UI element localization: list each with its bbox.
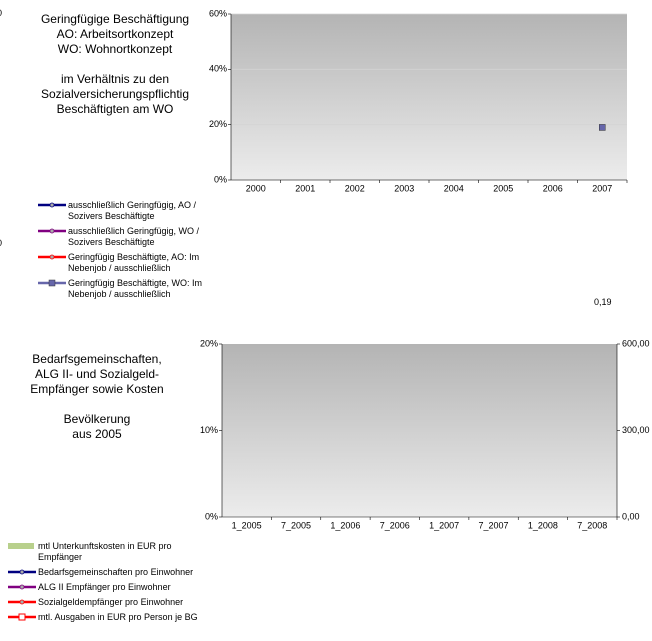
x-tick-label: 1_2007 xyxy=(429,520,459,530)
legend-swatch xyxy=(8,584,36,590)
legend-label: Bedarfsgemeinschaften pro Einwohner xyxy=(38,567,194,577)
x-tick-label: 2002 xyxy=(345,183,365,193)
legend-entry: Sozialgeldempfänger pro Einwohner xyxy=(8,597,228,608)
legend-label: Geringfügig Beschäftigte, AO: Im Nebenjo… xyxy=(68,252,200,273)
legend-swatch xyxy=(8,543,34,549)
marker xyxy=(48,279,56,287)
x-tick-label: 7_2008 xyxy=(577,520,607,530)
y2-tick-label: 600,00 xyxy=(622,338,650,348)
y-tick-label: 0% xyxy=(205,511,218,521)
edge-label: 0 xyxy=(0,238,2,248)
legend-entry: ALG II Empfänger pro Einwohner xyxy=(8,582,228,593)
marker xyxy=(18,613,26,621)
chart-title: Geringfügige Beschäftigung AO: Arbeitsor… xyxy=(40,12,190,116)
x-tick-label: 2005 xyxy=(493,183,513,193)
legend-entry: ausschließlich Geringfügig, WO / Soziver… xyxy=(38,226,238,248)
legend-label: ALG II Empfänger pro Einwohner xyxy=(38,582,171,592)
legend-entry: Geringfügig Beschäftigte, AO: Im Nebenjo… xyxy=(38,252,238,274)
legend-label: mtl. Ausgaben in EUR pro Person je BG xyxy=(38,612,198,622)
legend-entry: mtl. Ausgaben in EUR pro Person je BG xyxy=(8,612,228,623)
legend-swatch xyxy=(38,254,66,260)
x-tick-label: 1_2005 xyxy=(232,520,262,530)
legend-entry: ausschließlich Geringfügig, AO / Soziver… xyxy=(38,200,238,222)
chart-title: Bedarfsgemeinschaften, ALG II- und Sozia… xyxy=(30,352,164,441)
y-tick-label: 20% xyxy=(209,119,227,129)
legend-entry: Geringfügig Beschäftigte, WO: Im Nebenjo… xyxy=(38,278,238,300)
y2-tick-label: 300,00 xyxy=(622,425,650,435)
y-tick-label: 20% xyxy=(200,338,218,348)
x-tick-label: 7_2005 xyxy=(281,520,311,530)
legend-swatch xyxy=(8,613,36,621)
marker xyxy=(19,599,25,605)
marker xyxy=(49,228,55,234)
x-tick-label: 2006 xyxy=(543,183,563,193)
marker xyxy=(19,569,25,575)
legend-label: ausschließlich Geringfügig, WO / Soziver… xyxy=(68,226,200,247)
y2-tick-label: 0,00 xyxy=(622,511,640,521)
legend-label: Geringfügig Beschäftigte, WO: Im Nebenjo… xyxy=(68,278,203,299)
legend-swatch xyxy=(8,569,36,575)
x-tick-label: 2001 xyxy=(295,183,315,193)
legend-swatch xyxy=(8,599,36,605)
x-tick-label: 1_2008 xyxy=(528,520,558,530)
plot-area xyxy=(222,344,617,517)
legend: ausschließlich Geringfügig, AO / Soziver… xyxy=(38,200,238,304)
legend: mtl Unterkunftskosten in EUR pro Empfäng… xyxy=(8,541,228,627)
legend-label: Sozialgeldempfänger pro Einwohner xyxy=(38,597,184,607)
x-tick-label: 2000 xyxy=(246,183,266,193)
legend-swatch xyxy=(38,202,66,208)
x-tick-label: 2004 xyxy=(444,183,464,193)
legend-entry: mtl Unterkunftskosten in EUR pro Empfäng… xyxy=(8,541,228,563)
y-tick-label: 60% xyxy=(209,8,227,18)
y-tick-label: 0% xyxy=(214,174,227,184)
legend-swatch xyxy=(38,279,66,287)
marker xyxy=(19,584,25,590)
legend-swatch xyxy=(38,228,66,234)
x-tick-label: 7_2007 xyxy=(479,520,509,530)
x-tick-label: 1_2006 xyxy=(330,520,360,530)
marker xyxy=(599,124,606,131)
y-tick-label: 40% xyxy=(209,64,227,74)
legend-label: ausschließlich Geringfügig, AO / Soziver… xyxy=(68,200,197,221)
x-tick-label: 7_2006 xyxy=(380,520,410,530)
plot-area xyxy=(231,14,627,180)
edge-label: 0 xyxy=(0,8,2,18)
legend-entry: Bedarfsgemeinschaften pro Einwohner xyxy=(8,567,228,578)
legend-swatch xyxy=(8,543,34,549)
legend-label: mtl Unterkunftskosten in EUR pro Empfäng… xyxy=(38,541,172,562)
value-label: 0,19 xyxy=(594,297,612,307)
marker xyxy=(49,202,55,208)
x-tick-label: 2007 xyxy=(592,183,612,193)
x-tick-label: 2003 xyxy=(394,183,414,193)
marker xyxy=(49,254,55,260)
y-tick-label: 10% xyxy=(200,425,218,435)
